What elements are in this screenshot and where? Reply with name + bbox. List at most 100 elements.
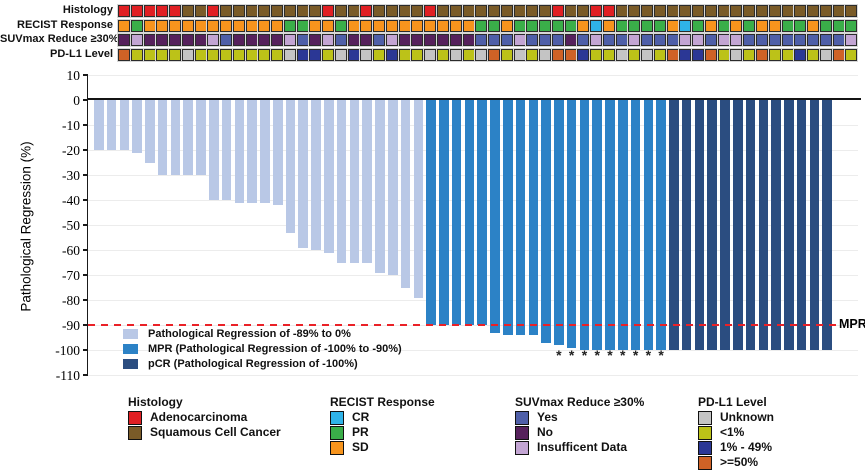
track-cell bbox=[283, 34, 296, 46]
track-cell bbox=[143, 19, 156, 32]
track-cell bbox=[360, 34, 373, 46]
legend-label: pCR (Pathological Regression of -100%) bbox=[148, 358, 358, 370]
bar bbox=[541, 100, 551, 343]
track-cell bbox=[615, 34, 628, 46]
track-cell bbox=[462, 48, 475, 61]
asterisk: * bbox=[620, 347, 626, 363]
bar bbox=[311, 100, 321, 250]
track-cell bbox=[322, 34, 335, 46]
track-cell bbox=[602, 48, 615, 61]
track-cell bbox=[449, 34, 462, 46]
track-cell bbox=[283, 48, 296, 61]
legend-label: Pathological Regression of -89% to 0% bbox=[148, 328, 351, 340]
gridline bbox=[88, 350, 858, 351]
legend-label: CR bbox=[352, 410, 370, 424]
bar bbox=[758, 100, 769, 350]
track-cell bbox=[845, 5, 858, 17]
bar bbox=[720, 100, 730, 350]
track-cell bbox=[334, 34, 347, 46]
track-cell bbox=[692, 48, 705, 61]
track-cell bbox=[296, 5, 309, 17]
track-cell bbox=[756, 34, 768, 46]
track-cell bbox=[334, 5, 347, 17]
track-cell bbox=[220, 5, 233, 17]
track-cell bbox=[437, 34, 449, 46]
track-cell bbox=[271, 34, 284, 46]
track-cell bbox=[143, 34, 156, 46]
track-cell bbox=[653, 48, 666, 61]
track-cell bbox=[832, 5, 845, 17]
track-cell bbox=[577, 48, 590, 61]
track-cell bbox=[781, 34, 794, 46]
track-cell bbox=[653, 5, 666, 17]
asterisk: * bbox=[645, 347, 652, 363]
track-cell bbox=[143, 48, 156, 61]
track-cell bbox=[781, 5, 794, 17]
track-cell bbox=[322, 48, 335, 61]
track-cell bbox=[424, 34, 437, 46]
track-cell bbox=[704, 19, 717, 32]
track-cell bbox=[730, 19, 743, 32]
track-cell bbox=[692, 5, 705, 17]
legend-group-title: Histology bbox=[128, 395, 183, 409]
track-cell bbox=[781, 48, 794, 61]
track-cell bbox=[296, 19, 309, 32]
track-cell bbox=[743, 5, 756, 17]
y-tick bbox=[82, 224, 88, 226]
track-cell bbox=[807, 48, 820, 61]
track-cell bbox=[539, 48, 552, 61]
track-cell bbox=[424, 48, 437, 61]
bar bbox=[656, 100, 666, 350]
track-cell bbox=[653, 34, 666, 46]
track-cell bbox=[590, 34, 603, 46]
legend-group-title: SUVmax Reduce ≥30% bbox=[515, 395, 645, 409]
legend-label: PR bbox=[352, 425, 369, 439]
track-cell bbox=[539, 34, 552, 46]
track-cell bbox=[539, 19, 552, 32]
legend-label: Adenocarcinoma bbox=[150, 410, 248, 424]
track-cell bbox=[551, 5, 564, 17]
track-cell bbox=[832, 48, 845, 61]
track-cell bbox=[258, 34, 271, 46]
mpr-threshold-label: MPR bbox=[839, 317, 865, 331]
bar bbox=[630, 100, 641, 350]
track-cell bbox=[181, 19, 194, 32]
track-cell bbox=[743, 48, 756, 61]
track-cell bbox=[118, 48, 130, 61]
legend-swatch bbox=[123, 359, 138, 369]
track-cell bbox=[309, 34, 322, 46]
track-cell bbox=[679, 5, 692, 17]
track-cell bbox=[398, 19, 411, 32]
track-cell bbox=[347, 34, 360, 46]
y-tick-label: -90 bbox=[62, 317, 80, 333]
bar bbox=[771, 100, 781, 350]
gridline bbox=[88, 375, 858, 376]
track-cell bbox=[475, 19, 488, 32]
track-cell bbox=[590, 19, 603, 32]
bar bbox=[605, 100, 615, 350]
track-cell bbox=[258, 48, 271, 61]
track-cell bbox=[271, 5, 284, 17]
track-cell bbox=[156, 5, 169, 17]
track-cell bbox=[500, 19, 513, 32]
bar bbox=[745, 100, 756, 350]
bar bbox=[209, 100, 219, 200]
zero-baseline bbox=[88, 97, 861, 100]
track-cell bbox=[666, 19, 679, 32]
legend-swatch bbox=[698, 411, 712, 425]
track-cell bbox=[118, 19, 130, 32]
track-cell bbox=[220, 19, 233, 32]
asterisk: * bbox=[568, 347, 575, 363]
track-cell bbox=[118, 5, 130, 17]
bar bbox=[515, 100, 526, 335]
track-cell bbox=[271, 19, 284, 32]
track-cell bbox=[602, 34, 615, 46]
y-axis-title: Pathological Regression (%) bbox=[18, 141, 34, 312]
bar bbox=[170, 100, 181, 175]
track-cell bbox=[360, 5, 373, 17]
track-cell bbox=[194, 48, 207, 61]
track-cell bbox=[130, 34, 143, 46]
track-cell bbox=[513, 5, 526, 17]
bar bbox=[809, 100, 820, 350]
track-cell bbox=[283, 19, 296, 32]
